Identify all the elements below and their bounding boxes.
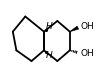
Text: H: H — [46, 22, 52, 31]
Polygon shape — [70, 26, 79, 32]
Polygon shape — [70, 50, 71, 51]
Text: OH: OH — [80, 22, 94, 31]
Polygon shape — [76, 51, 77, 54]
Text: OH: OH — [80, 49, 94, 57]
Polygon shape — [74, 51, 76, 53]
Polygon shape — [71, 50, 72, 52]
Polygon shape — [73, 50, 74, 52]
Text: H: H — [46, 51, 52, 60]
